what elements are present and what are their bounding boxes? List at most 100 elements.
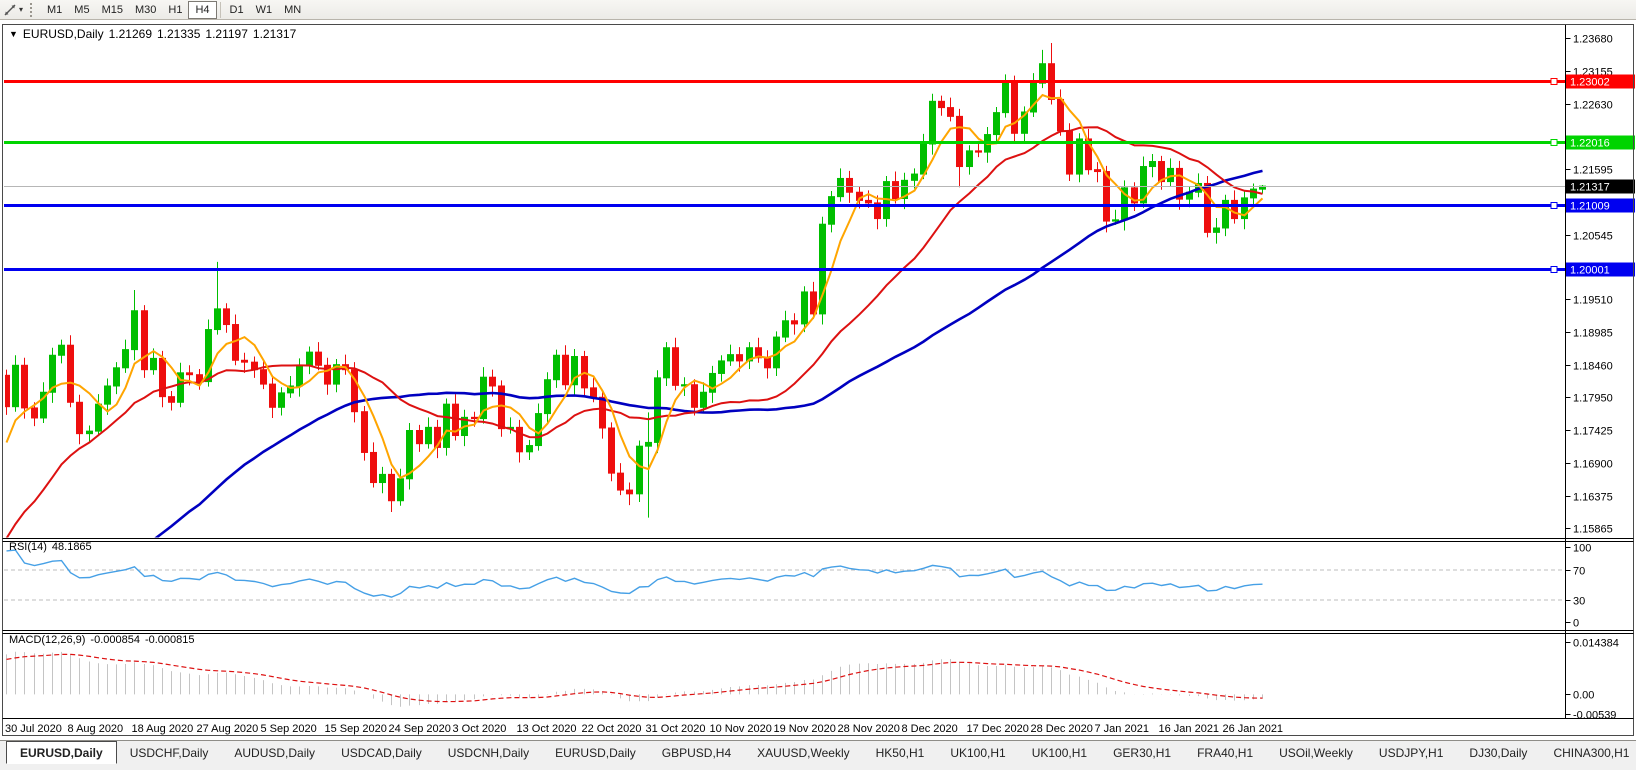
chart-tab-usdcad-daily[interactable]: USDCAD,Daily bbox=[341, 745, 422, 760]
chart-tab-gbpusd-h4[interactable]: GBPUSD,H4 bbox=[661, 745, 732, 760]
chart-tab-eurusd-daily[interactable]: EURUSD,Daily bbox=[6, 741, 117, 764]
candle bbox=[196, 374, 203, 383]
ma-fast-line bbox=[5, 93, 1264, 480]
chart-tab-eurusd-daily[interactable]: EURUSD,Daily bbox=[555, 745, 636, 760]
candle bbox=[150, 357, 157, 371]
timeframe-button-w1[interactable]: W1 bbox=[255, 3, 273, 16]
candle bbox=[920, 143, 927, 175]
candle bbox=[993, 112, 1000, 136]
chart-tab-audusd-daily[interactable]: AUDUSD,Daily bbox=[234, 745, 316, 760]
candle bbox=[617, 472, 624, 491]
timeframe-button-m15[interactable]: M15 bbox=[101, 3, 123, 16]
chart-tab-usdchf-daily[interactable]: USDCHF,Daily bbox=[129, 745, 209, 760]
timeframe-button-h4[interactable]: H4 bbox=[188, 0, 217, 19]
candle bbox=[1149, 161, 1156, 168]
candle bbox=[498, 385, 505, 430]
candle bbox=[865, 199, 872, 204]
hline-handle[interactable] bbox=[1550, 78, 1558, 85]
chart-window-border bbox=[2, 24, 1634, 736]
candle bbox=[1066, 130, 1073, 175]
hline-handle[interactable] bbox=[1550, 139, 1558, 146]
candle bbox=[1250, 188, 1257, 199]
candle bbox=[21, 364, 28, 409]
candle bbox=[351, 369, 358, 413]
timeframe-button-m5[interactable]: M5 bbox=[74, 3, 90, 16]
chart-tab-usdcnh-daily[interactable]: USDCNH,Daily bbox=[447, 745, 530, 760]
timeframe-toolbar: ▾ M1 M5 M15 M30 H1 H4 D1 W1 MN bbox=[0, 0, 1636, 20]
candle bbox=[278, 392, 285, 408]
candle bbox=[535, 413, 542, 447]
toolbar-grip-handle[interactable] bbox=[30, 2, 37, 17]
current-price-badge-label: 1.21317 bbox=[1570, 182, 1610, 194]
chart-tab-bar: EURUSD,Daily USDCHF,Daily AUDUSD,Daily USDC… bbox=[0, 740, 1636, 770]
chart-tab-uk100-h1[interactable]: UK100,H1 bbox=[1031, 745, 1088, 760]
rsi-panel[interactable] bbox=[4, 541, 1565, 631]
candle bbox=[874, 202, 881, 220]
candle bbox=[489, 376, 496, 387]
x-axis-date-label: 18 Aug 2020 bbox=[132, 723, 194, 735]
x-axis-date-label: 10 Nov 2020 bbox=[710, 723, 772, 735]
candle bbox=[562, 354, 569, 386]
chart-tab-usdjpy-h1[interactable]: USDJPY,H1 bbox=[1378, 745, 1444, 760]
candle bbox=[1076, 138, 1083, 175]
candle bbox=[608, 427, 615, 474]
candle bbox=[333, 364, 340, 385]
chart-tab-ger30-h1[interactable]: GER30,H1 bbox=[1113, 745, 1172, 760]
symbol-dropdown-icon[interactable]: ▼ bbox=[9, 29, 18, 39]
candle bbox=[186, 372, 193, 376]
x-axis-date-label: 28 Dec 2020 bbox=[1031, 723, 1093, 735]
chart-tab-dj30-daily[interactable]: DJ30,Daily bbox=[1469, 745, 1528, 760]
hline-handle[interactable] bbox=[1550, 266, 1558, 273]
candle bbox=[837, 177, 844, 198]
hline-handle[interactable] bbox=[1550, 202, 1558, 209]
candle bbox=[1167, 167, 1174, 183]
rsi-axis-label: 100 bbox=[1573, 543, 1591, 555]
x-axis-date-label: 26 Jan 2021 bbox=[1223, 723, 1284, 735]
main-chart-panel[interactable] bbox=[4, 25, 1565, 539]
macd-indicator-label: MACD(12,26,9) -0.000854 -0.000815 bbox=[9, 634, 200, 646]
chart-title: ▼ EURUSD,Daily 1.21269 1.21335 1.21197 1.2131… bbox=[9, 27, 301, 41]
candle bbox=[700, 391, 707, 408]
y-axis-tick-label: 1.23680 bbox=[1573, 34, 1613, 46]
chart-tools-caret-icon[interactable]: ▾ bbox=[19, 5, 24, 14]
chart-canvas[interactable]: 1.236801.231551.226301.215951.205451.195… bbox=[0, 20, 1636, 740]
timeframe-button-m1[interactable]: M1 bbox=[47, 3, 63, 16]
macd-histogram-group bbox=[6, 651, 1263, 707]
candle bbox=[764, 357, 771, 369]
macd-panel[interactable] bbox=[4, 633, 1565, 719]
chart-tab-xauusd-weekly[interactable]: XAUUSD,Weekly bbox=[757, 745, 850, 760]
timeframe-button-m30[interactable]: M30 bbox=[134, 3, 157, 16]
candle bbox=[86, 430, 93, 435]
candle bbox=[1158, 161, 1165, 183]
candle bbox=[1222, 199, 1229, 229]
rsi-axis-label: 70 bbox=[1573, 566, 1585, 578]
x-axis-date-label: 8 Aug 2020 bbox=[68, 723, 124, 735]
chart-tab-china300-h1[interactable]: CHINA300,H1 bbox=[1553, 745, 1630, 760]
time-axis[interactable]: 30 Jul 2020 8 Aug 2020 18 Aug 2020 27 Aug 2… bbox=[5, 723, 1283, 735]
chart-tab-fra40-h1[interactable]: FRA40,H1 bbox=[1197, 745, 1254, 760]
candle bbox=[361, 411, 368, 453]
timeframe-button-d1[interactable]: D1 bbox=[229, 3, 244, 16]
chart-tab-uk100-h1[interactable]: UK100,H1 bbox=[950, 745, 1006, 760]
candle bbox=[480, 376, 487, 420]
candle bbox=[599, 396, 606, 429]
timeframe-button-mn[interactable]: MN bbox=[284, 3, 302, 16]
candle bbox=[434, 426, 441, 448]
timeframe-button-h1[interactable]: H1 bbox=[168, 3, 183, 16]
candle bbox=[938, 100, 945, 109]
chart-tab-hk50-h1[interactable]: HK50,H1 bbox=[875, 745, 925, 760]
x-axis-date-label: 24 Sep 2020 bbox=[389, 723, 451, 735]
candle bbox=[590, 387, 597, 398]
x-axis-date-label: 31 Oct 2020 bbox=[646, 723, 706, 735]
candle bbox=[571, 356, 578, 386]
candle bbox=[379, 473, 386, 484]
candle bbox=[810, 291, 817, 315]
chart-tools-button[interactable]: ▾ bbox=[0, 1, 27, 19]
candle bbox=[1039, 63, 1046, 84]
candle bbox=[67, 344, 74, 403]
x-axis-date-label: 19 Nov 2020 bbox=[774, 723, 836, 735]
chart-tab-usoil-weekly[interactable]: USOil,Weekly bbox=[1279, 745, 1353, 760]
macd-signal-line bbox=[6, 653, 1263, 703]
ma-mid-line bbox=[5, 126, 1263, 538]
candle bbox=[846, 177, 853, 193]
